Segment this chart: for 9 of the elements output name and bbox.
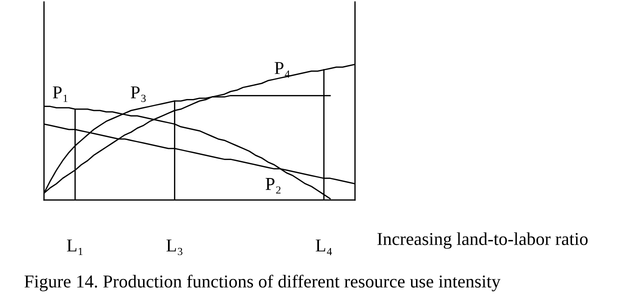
series-label: P₂ [266,178,280,194]
caption: Figure 14. Production functions of different resource use intensity [24,274,500,292]
series-label: P₃ [130,86,146,102]
x-axis-title: Increasing land-to-labor ratio [377,232,588,249]
x-tick-label: L₁ [66,240,83,256]
series-label: P₄ [274,62,290,78]
x-tick-label: L₄ [316,240,332,256]
series-label: P₁ [52,86,68,102]
x-tick-label: L₃ [166,240,182,256]
